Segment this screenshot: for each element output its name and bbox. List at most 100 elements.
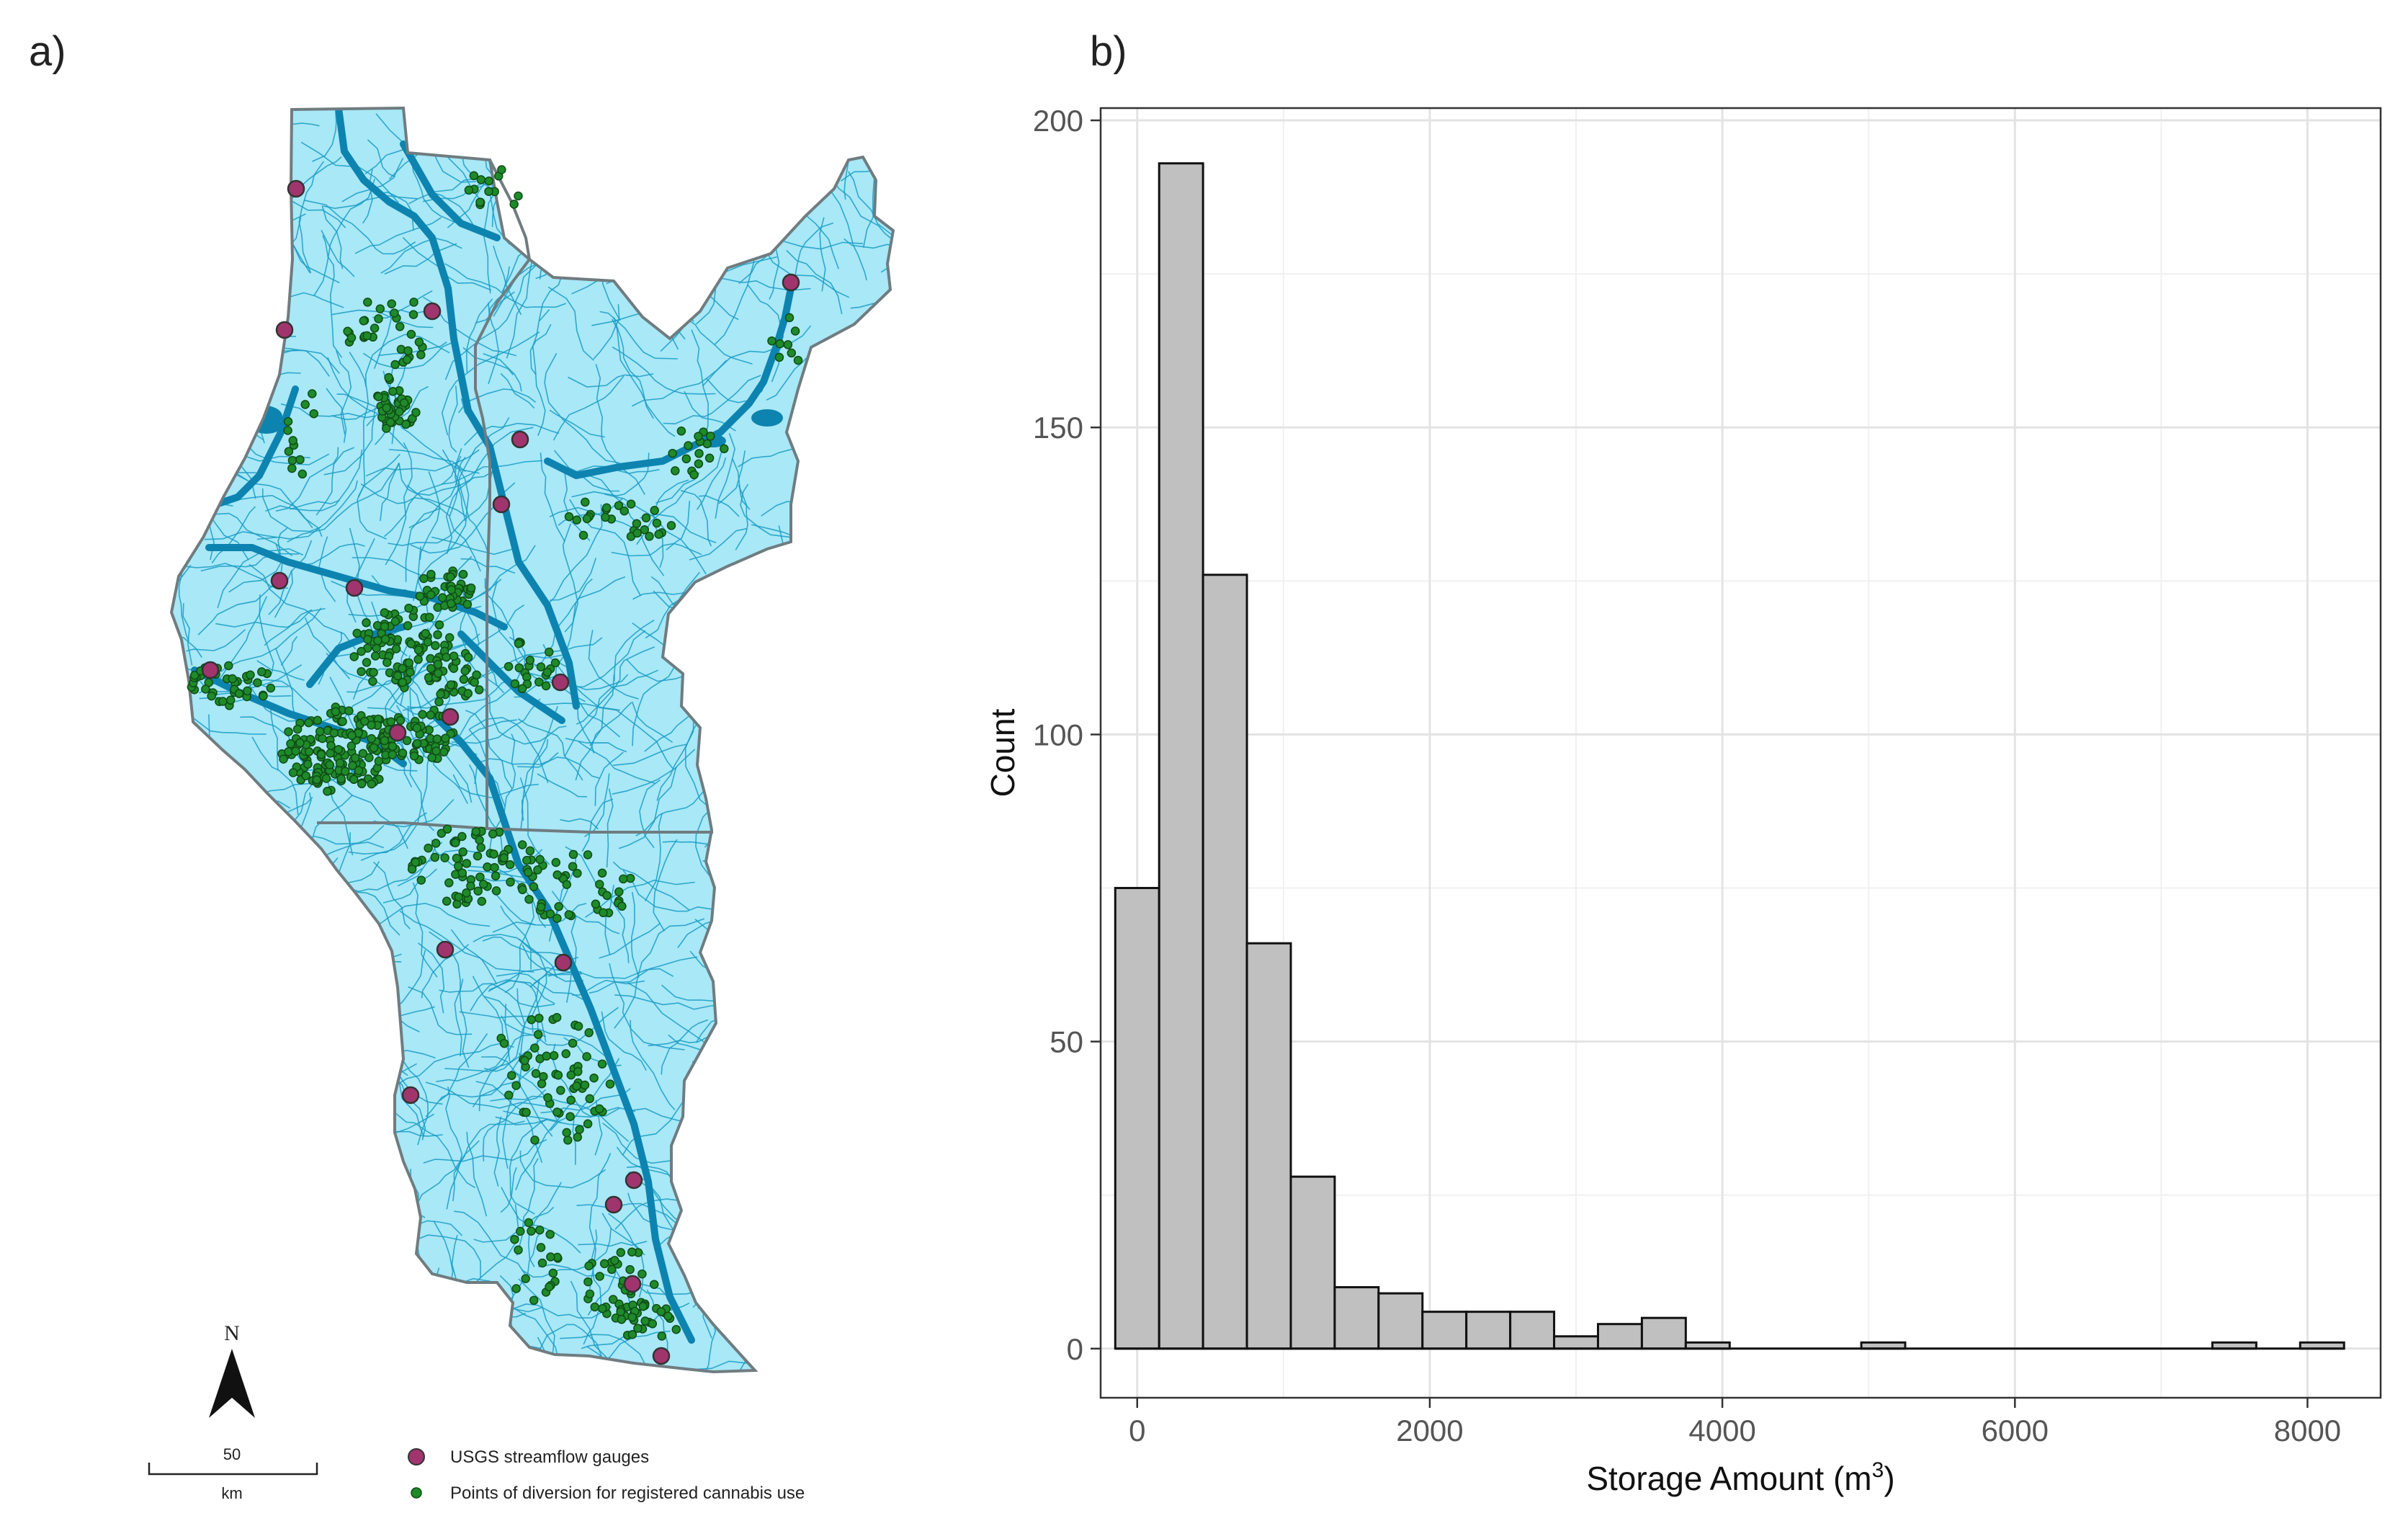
diversion-point xyxy=(399,398,409,408)
stream-line xyxy=(782,961,892,1001)
stream-line xyxy=(171,381,182,432)
stream-line xyxy=(588,630,639,700)
stream-line xyxy=(802,775,892,876)
lake xyxy=(751,409,783,427)
x-tick-label: 0 xyxy=(1129,1414,1145,1447)
stream-line xyxy=(288,1337,355,1349)
stream-line xyxy=(812,1083,893,1156)
diversion-point xyxy=(358,749,368,758)
stream-line xyxy=(691,329,710,442)
diversion-point xyxy=(352,628,362,638)
diversion-point xyxy=(357,666,366,677)
diversion-point xyxy=(518,885,527,895)
diversion-point xyxy=(648,1319,658,1329)
stream-line xyxy=(797,1313,815,1372)
stream-line xyxy=(797,1285,805,1339)
stream-line xyxy=(189,924,232,965)
diversion-point xyxy=(283,416,293,427)
diversion-point xyxy=(463,689,473,698)
y-axis-ticks: 0 50 100 150 200 xyxy=(1033,104,1101,1366)
stream-line xyxy=(215,607,326,628)
diversion-point xyxy=(259,691,268,701)
stream-line xyxy=(367,139,395,178)
stream-line xyxy=(449,416,510,517)
diversion-point xyxy=(300,400,310,409)
diversion-point xyxy=(313,715,323,726)
stream-line xyxy=(380,1275,429,1335)
diversion-point xyxy=(398,677,408,687)
stream-line xyxy=(213,1138,276,1208)
stream-line xyxy=(583,1229,602,1345)
stream-line xyxy=(261,1266,321,1311)
stream-line xyxy=(560,1334,646,1365)
diversion-point xyxy=(316,750,326,759)
diversion-point xyxy=(398,749,408,758)
stream-line xyxy=(687,189,743,213)
diversion-point xyxy=(489,849,498,859)
stream-line xyxy=(177,855,243,869)
diversion-point xyxy=(541,681,551,691)
stream-line xyxy=(207,1068,262,1076)
diversion-point xyxy=(553,1071,563,1080)
stream-line xyxy=(505,1228,545,1317)
stream-line xyxy=(171,108,181,143)
stream-line xyxy=(750,708,783,767)
stream-line xyxy=(264,609,313,646)
diversion-point xyxy=(370,324,380,333)
stream-line xyxy=(256,842,282,927)
stream-line xyxy=(774,666,861,737)
stream-line xyxy=(439,108,477,132)
stream-line xyxy=(176,397,192,468)
diversion-point xyxy=(599,908,608,918)
diversion-point xyxy=(601,512,610,522)
stream-line xyxy=(307,1191,327,1275)
stream-line xyxy=(543,164,625,188)
stream-line xyxy=(183,122,196,206)
stream-line xyxy=(265,1316,319,1331)
stream-line xyxy=(826,366,893,403)
histogram-bar xyxy=(1553,1335,1599,1350)
stream-line xyxy=(425,1081,553,1109)
stream-line xyxy=(730,1083,766,1182)
stream-line xyxy=(733,108,836,176)
stream-line xyxy=(171,1308,179,1325)
diversion-point xyxy=(522,855,532,865)
diversion-point xyxy=(584,1261,594,1271)
diversion-point xyxy=(575,1125,584,1134)
diversion-point xyxy=(793,355,803,365)
stream-line xyxy=(174,999,188,1079)
stream-line xyxy=(171,134,186,222)
diversion-point xyxy=(521,1274,530,1283)
stream-line xyxy=(459,1011,530,1019)
stream-line xyxy=(247,445,330,465)
diversion-point xyxy=(484,176,494,186)
stream-line xyxy=(362,341,455,370)
stream-line xyxy=(171,237,210,339)
major-river xyxy=(457,630,565,724)
diversion-point xyxy=(357,779,367,789)
legend-diversion-label: Points of diversion for registered canna… xyxy=(450,1483,805,1503)
stream-line xyxy=(601,1011,647,1071)
stream-line xyxy=(756,908,872,929)
stream-line xyxy=(218,1089,302,1112)
diversion-point xyxy=(426,569,436,579)
diversion-point xyxy=(542,667,552,677)
diversion-point xyxy=(374,314,383,324)
stream-line xyxy=(618,749,696,849)
stream-line xyxy=(578,158,661,183)
diversion-point xyxy=(447,585,456,594)
stream-line xyxy=(732,458,751,510)
usgs-gauge xyxy=(201,661,220,679)
diversion-point xyxy=(671,466,680,476)
diversion-point xyxy=(368,677,377,686)
stream-line xyxy=(421,108,478,122)
histogram-chart: 0 2000 4000 6000 8000 0 50 100 150 200 Storage A… xyxy=(984,104,2382,1497)
stream-line xyxy=(423,1138,547,1164)
stream-line xyxy=(565,846,630,963)
diversion-point xyxy=(367,733,376,744)
diversion-point xyxy=(295,455,305,465)
sub-region-borders xyxy=(317,159,713,834)
stream-line xyxy=(425,1066,534,1117)
stream-line xyxy=(586,1346,666,1372)
stream-line xyxy=(737,1215,807,1293)
